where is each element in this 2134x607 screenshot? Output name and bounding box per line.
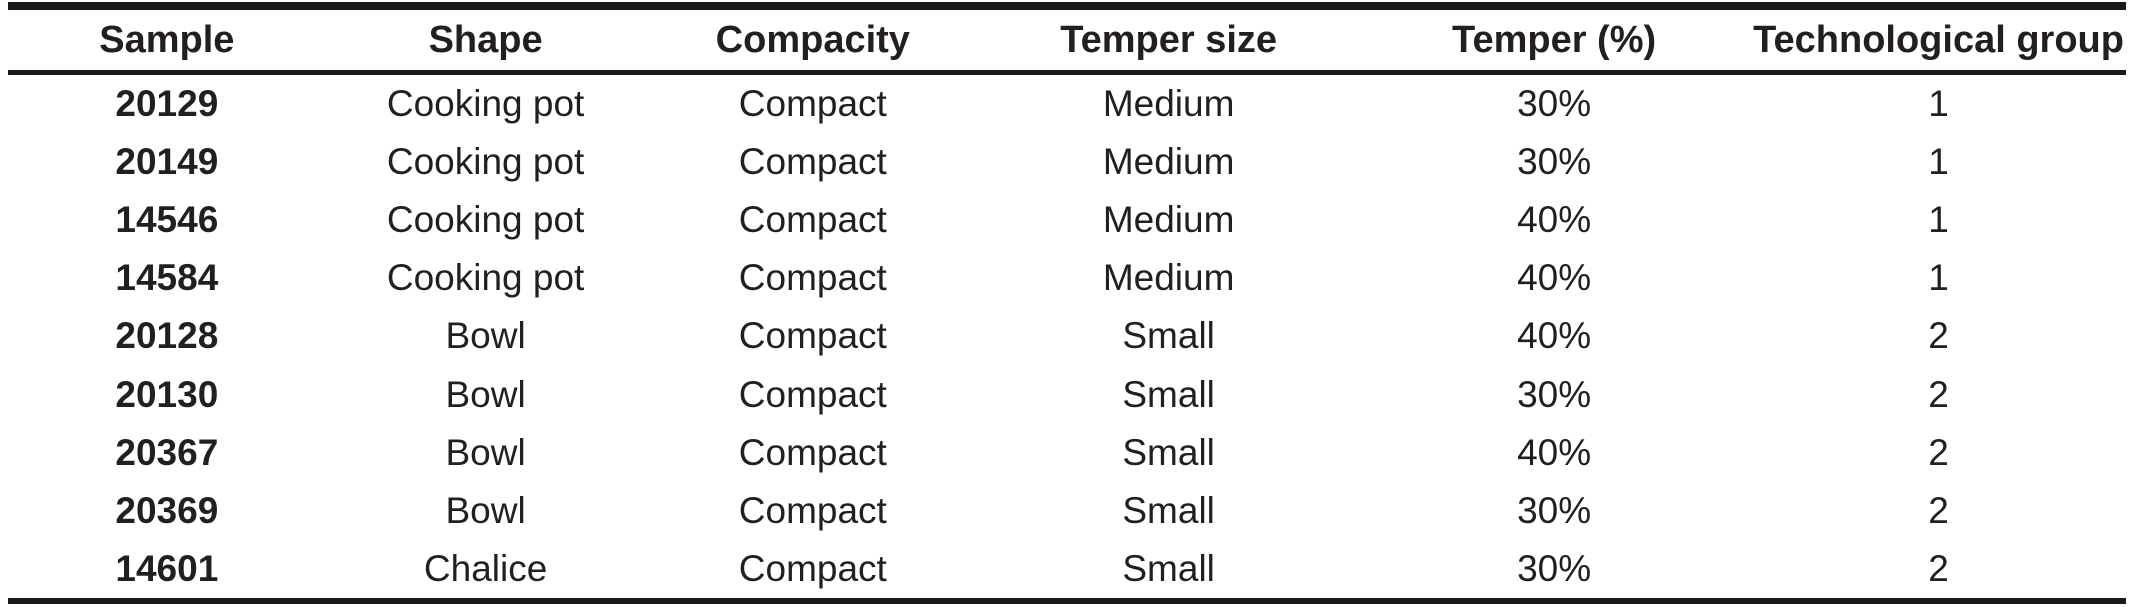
cell-sample: 14546: [115, 199, 219, 241]
cell-tech-group: 1: [1928, 83, 1949, 125]
table-row: 20149 Cooking pot Compact Medium 30% 1: [8, 133, 2126, 191]
cell-shape: Bowl: [445, 373, 526, 415]
table-row: 20129 Cooking pot Compact Medium 30% 1: [8, 73, 2126, 134]
cell-shape: Bowl: [445, 489, 526, 531]
cell-compacity: Compact: [738, 141, 887, 183]
cell-shape: Bowl: [445, 315, 526, 357]
column-header-compacity: Compacity: [645, 6, 981, 75]
table-row: 14601 Chalice Compact Small 30% 2: [8, 540, 2126, 601]
cell-temper-pct: 30%: [1517, 489, 1592, 531]
cell-temper-size: Small: [1122, 489, 1215, 531]
cell-temper-size: Medium: [1102, 199, 1235, 241]
cell-temper-size: Medium: [1102, 257, 1235, 299]
cell-tech-group: 1: [1928, 257, 1949, 299]
cell-shape: Bowl: [445, 431, 526, 473]
cell-temper-pct: 40%: [1517, 315, 1592, 357]
cell-sample: 20128: [115, 315, 219, 357]
column-header-technological-group: Technological group: [1751, 6, 2126, 75]
cell-sample: 20367: [115, 431, 219, 473]
cell-sample: 20149: [115, 141, 219, 183]
cell-tech-group: 2: [1928, 373, 1949, 415]
cell-temper-size: Small: [1122, 373, 1215, 415]
cell-tech-group: 2: [1928, 431, 1949, 473]
column-header-temper-pct: Temper (%): [1357, 6, 1752, 75]
cell-shape: Chalice: [423, 547, 548, 589]
column-header-shape: Shape: [325, 6, 646, 75]
cell-temper-pct: 40%: [1517, 199, 1592, 241]
cell-compacity: Compact: [738, 83, 887, 125]
table-body: 20129 Cooking pot Compact Medium 30% 1 2…: [8, 73, 2126, 602]
cell-temper-size: Small: [1122, 315, 1215, 357]
cell-sample: 20130: [115, 373, 219, 415]
cell-sample: 20129: [115, 83, 219, 125]
cell-compacity: Compact: [738, 315, 887, 357]
cell-temper-pct: 30%: [1517, 373, 1592, 415]
cell-temper-pct: 40%: [1517, 257, 1592, 299]
cell-temper-pct: 30%: [1517, 83, 1592, 125]
cell-shape: Cooking pot: [386, 257, 585, 299]
cell-tech-group: 2: [1928, 489, 1949, 531]
cell-temper-size: Medium: [1102, 83, 1235, 125]
column-header-sample: Sample: [8, 6, 326, 75]
cell-tech-group: 2: [1928, 547, 1949, 589]
cell-sample: 14601: [115, 547, 219, 589]
cell-compacity: Compact: [738, 547, 887, 589]
cell-temper-size: Small: [1122, 431, 1215, 473]
cell-compacity: Compact: [738, 431, 887, 473]
column-header-temper-size: Temper size: [980, 6, 1358, 75]
cell-tech-group: 1: [1928, 199, 1949, 241]
cell-shape: Cooking pot: [386, 141, 585, 183]
cell-compacity: Compact: [738, 489, 887, 531]
header-row: Sample Shape Compacity Temper size Tempe…: [8, 6, 2126, 75]
cell-tech-group: 2: [1928, 315, 1949, 357]
table-row: 14584 Cooking pot Compact Medium 40% 1: [8, 249, 2126, 307]
cell-temper-size: Small: [1122, 547, 1215, 589]
cell-tech-group: 1: [1928, 141, 1949, 183]
cell-compacity: Compact: [738, 373, 887, 415]
table-row: 20367 Bowl Compact Small 40% 2: [8, 424, 2126, 482]
table-row: 20369 Bowl Compact Small 30% 2: [8, 482, 2126, 540]
cell-compacity: Compact: [738, 257, 887, 299]
table-row: 20128 Bowl Compact Small 40% 2: [8, 307, 2126, 365]
table-row: 14546 Cooking pot Compact Medium 40% 1: [8, 191, 2126, 249]
cell-temper-pct: 30%: [1517, 141, 1592, 183]
table-header: Sample Shape Compacity Temper size Tempe…: [8, 6, 2126, 75]
samples-table: Sample Shape Compacity Temper size Tempe…: [8, 2, 2126, 604]
cell-sample: 14584: [115, 257, 219, 299]
cell-temper-pct: 40%: [1517, 431, 1592, 473]
table-row: 20130 Bowl Compact Small 30% 2: [8, 366, 2126, 424]
cell-sample: 20369: [115, 489, 219, 531]
cell-temper-pct: 30%: [1517, 547, 1592, 589]
cell-shape: Cooking pot: [386, 199, 585, 241]
cell-compacity: Compact: [738, 199, 887, 241]
cell-temper-size: Medium: [1102, 141, 1235, 183]
cell-shape: Cooking pot: [386, 83, 585, 125]
